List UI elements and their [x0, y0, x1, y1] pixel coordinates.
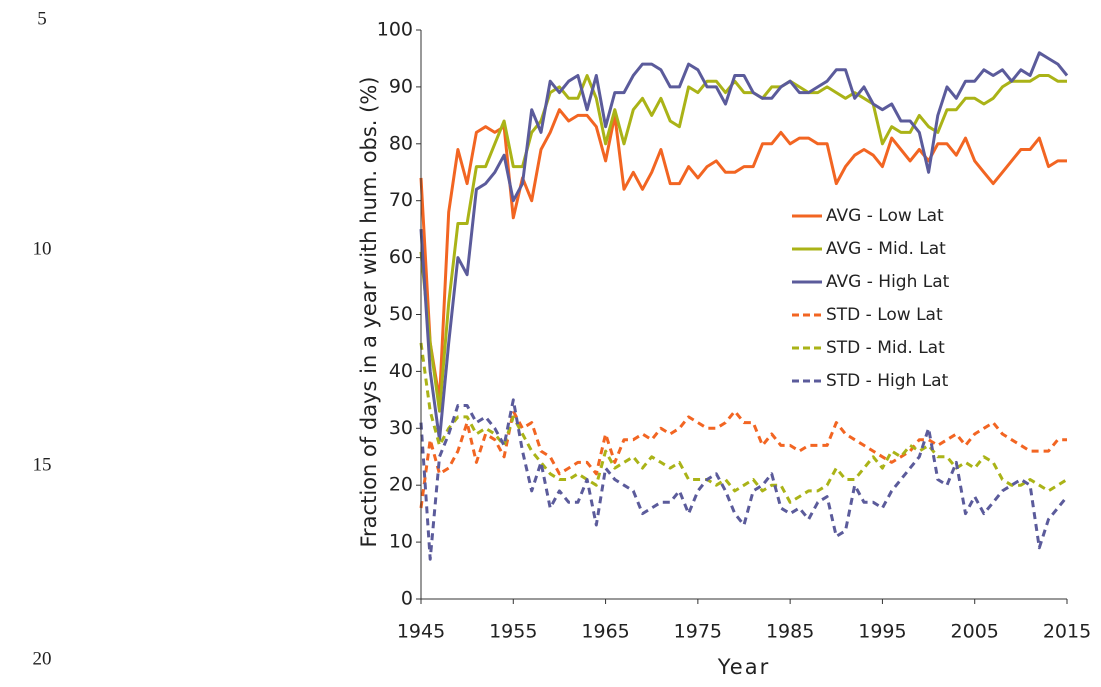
series-line: [419, 108, 1067, 402]
line-number: 10: [33, 238, 52, 259]
line-number: 5: [37, 8, 47, 29]
x-axis-label: Year: [717, 655, 770, 679]
legend-label: STD - High Lat: [826, 371, 949, 391]
y-tick-label: 100: [377, 19, 413, 41]
legend-label: AVG - Low Lat: [826, 206, 944, 226]
line-number: 20: [33, 648, 52, 669]
y-tick-label: 10: [389, 531, 413, 553]
legend-label: AVG - Mid. Lat: [826, 239, 946, 259]
x-tick-label: 1955: [489, 621, 537, 643]
y-axis-label: Fraction of days in a year with hum. obs…: [357, 76, 381, 547]
series-line: [419, 398, 1069, 561]
x-tick-label: 1985: [766, 621, 814, 643]
x-tick-label: 2005: [951, 621, 999, 643]
series-line: [419, 51, 1069, 442]
y-tick-label: 0: [401, 588, 413, 610]
y-tick-label: 40: [389, 360, 413, 382]
legend-label: STD - Mid. Lat: [826, 338, 945, 358]
y-tick-label: 80: [389, 132, 413, 154]
x-tick-label: 1945: [397, 621, 445, 643]
legend-label: STD - Low Lat: [826, 305, 943, 325]
line-number: 15: [33, 454, 52, 475]
y-tick-label: 70: [389, 189, 413, 211]
y-tick-label: 30: [389, 417, 413, 439]
x-tick-label: 2015: [1043, 621, 1091, 643]
series-line: [419, 409, 1067, 509]
series-line: [419, 342, 1068, 504]
y-tick-label: 90: [389, 75, 413, 97]
x-tick-label: 1975: [674, 621, 722, 643]
x-tick-label: 1965: [581, 621, 629, 643]
legend-label: AVG - High Lat: [826, 272, 950, 292]
y-tick-label: 60: [389, 246, 413, 268]
y-tick-label: 50: [389, 303, 413, 325]
x-tick-label: 1995: [858, 621, 906, 643]
legend-box: [786, 200, 1008, 402]
y-tick-label: 20: [389, 474, 413, 496]
